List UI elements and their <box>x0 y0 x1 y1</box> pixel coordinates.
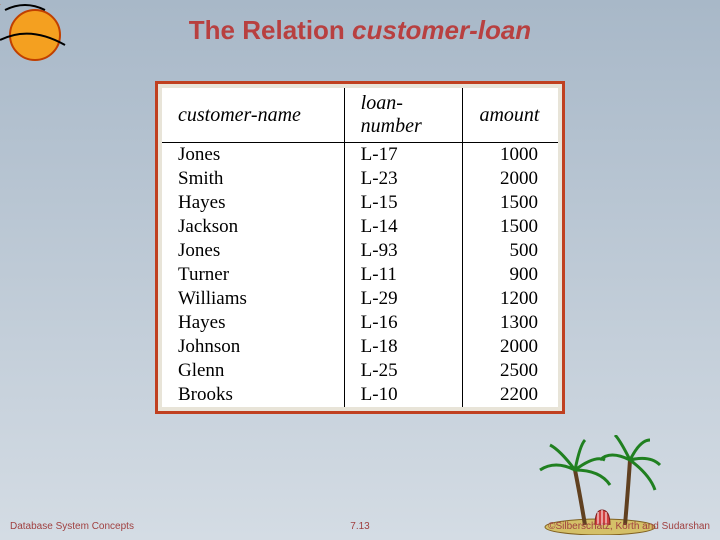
slide-title: The Relation customer-loan <box>0 0 720 46</box>
cell-amount: 2500 <box>463 359 558 383</box>
cell-loan-number: L-10 <box>344 383 463 407</box>
cell-amount: 500 <box>463 239 558 263</box>
title-prefix: The Relation <box>189 15 352 45</box>
column-header-amount: amount <box>463 88 558 143</box>
cell-loan-number: L-18 <box>344 335 463 359</box>
cell-customer-name: Turner <box>162 263 344 287</box>
table-row: JacksonL-141500 <box>162 215 558 239</box>
cell-loan-number: L-25 <box>344 359 463 383</box>
sun-decoration-icon <box>0 0 85 90</box>
footer-page-number: 7.13 <box>350 521 369 532</box>
footer-book-title: Database System Concepts <box>10 521 134 532</box>
title-relation-name: customer-loan <box>352 15 531 45</box>
cell-amount: 900 <box>463 263 558 287</box>
cell-amount: 1500 <box>463 215 558 239</box>
cell-customer-name: Jones <box>162 239 344 263</box>
slide-footer: Database System Concepts 7.13 ©Silbersch… <box>0 521 720 532</box>
table-header-row: customer-name loan-number amount <box>162 88 558 143</box>
cell-amount: 1300 <box>463 311 558 335</box>
table-body: JonesL-171000SmithL-232000HayesL-151500J… <box>162 143 558 408</box>
table-row: JonesL-171000 <box>162 143 558 168</box>
table-row: JonesL-93500 <box>162 239 558 263</box>
cell-loan-number: L-23 <box>344 167 463 191</box>
cell-amount: 1000 <box>463 143 558 168</box>
cell-loan-number: L-11 <box>344 263 463 287</box>
cell-customer-name: Jones <box>162 143 344 168</box>
cell-customer-name: Glenn <box>162 359 344 383</box>
table-row: TurnerL-11900 <box>162 263 558 287</box>
table-row: SmithL-232000 <box>162 167 558 191</box>
cell-amount: 2000 <box>463 167 558 191</box>
cell-customer-name: Smith <box>162 167 344 191</box>
relation-table-frame: customer-name loan-number amount JonesL-… <box>155 81 565 414</box>
cell-customer-name: Brooks <box>162 383 344 407</box>
column-header-customer-name: customer-name <box>162 88 344 143</box>
cell-customer-name: Johnson <box>162 335 344 359</box>
table-row: JohnsonL-182000 <box>162 335 558 359</box>
cell-customer-name: Hayes <box>162 311 344 335</box>
table-row: BrooksL-102200 <box>162 383 558 407</box>
cell-loan-number: L-93 <box>344 239 463 263</box>
cell-amount: 2000 <box>463 335 558 359</box>
column-header-loan-number: loan-number <box>344 88 463 143</box>
footer-copyright: ©Silberschatz, Korth and Sudarshan <box>548 521 710 532</box>
cell-customer-name: Jackson <box>162 215 344 239</box>
cell-amount: 1500 <box>463 191 558 215</box>
cell-amount: 2200 <box>463 383 558 407</box>
table-row: WilliamsL-291200 <box>162 287 558 311</box>
table-row: HayesL-151500 <box>162 191 558 215</box>
cell-loan-number: L-29 <box>344 287 463 311</box>
table-row: HayesL-161300 <box>162 311 558 335</box>
cell-amount: 1200 <box>463 287 558 311</box>
cell-loan-number: L-14 <box>344 215 463 239</box>
cell-loan-number: L-16 <box>344 311 463 335</box>
table-row: GlennL-252500 <box>162 359 558 383</box>
cell-customer-name: Williams <box>162 287 344 311</box>
relation-table: customer-name loan-number amount JonesL-… <box>162 88 558 407</box>
cell-loan-number: L-15 <box>344 191 463 215</box>
cell-customer-name: Hayes <box>162 191 344 215</box>
cell-loan-number: L-17 <box>344 143 463 168</box>
